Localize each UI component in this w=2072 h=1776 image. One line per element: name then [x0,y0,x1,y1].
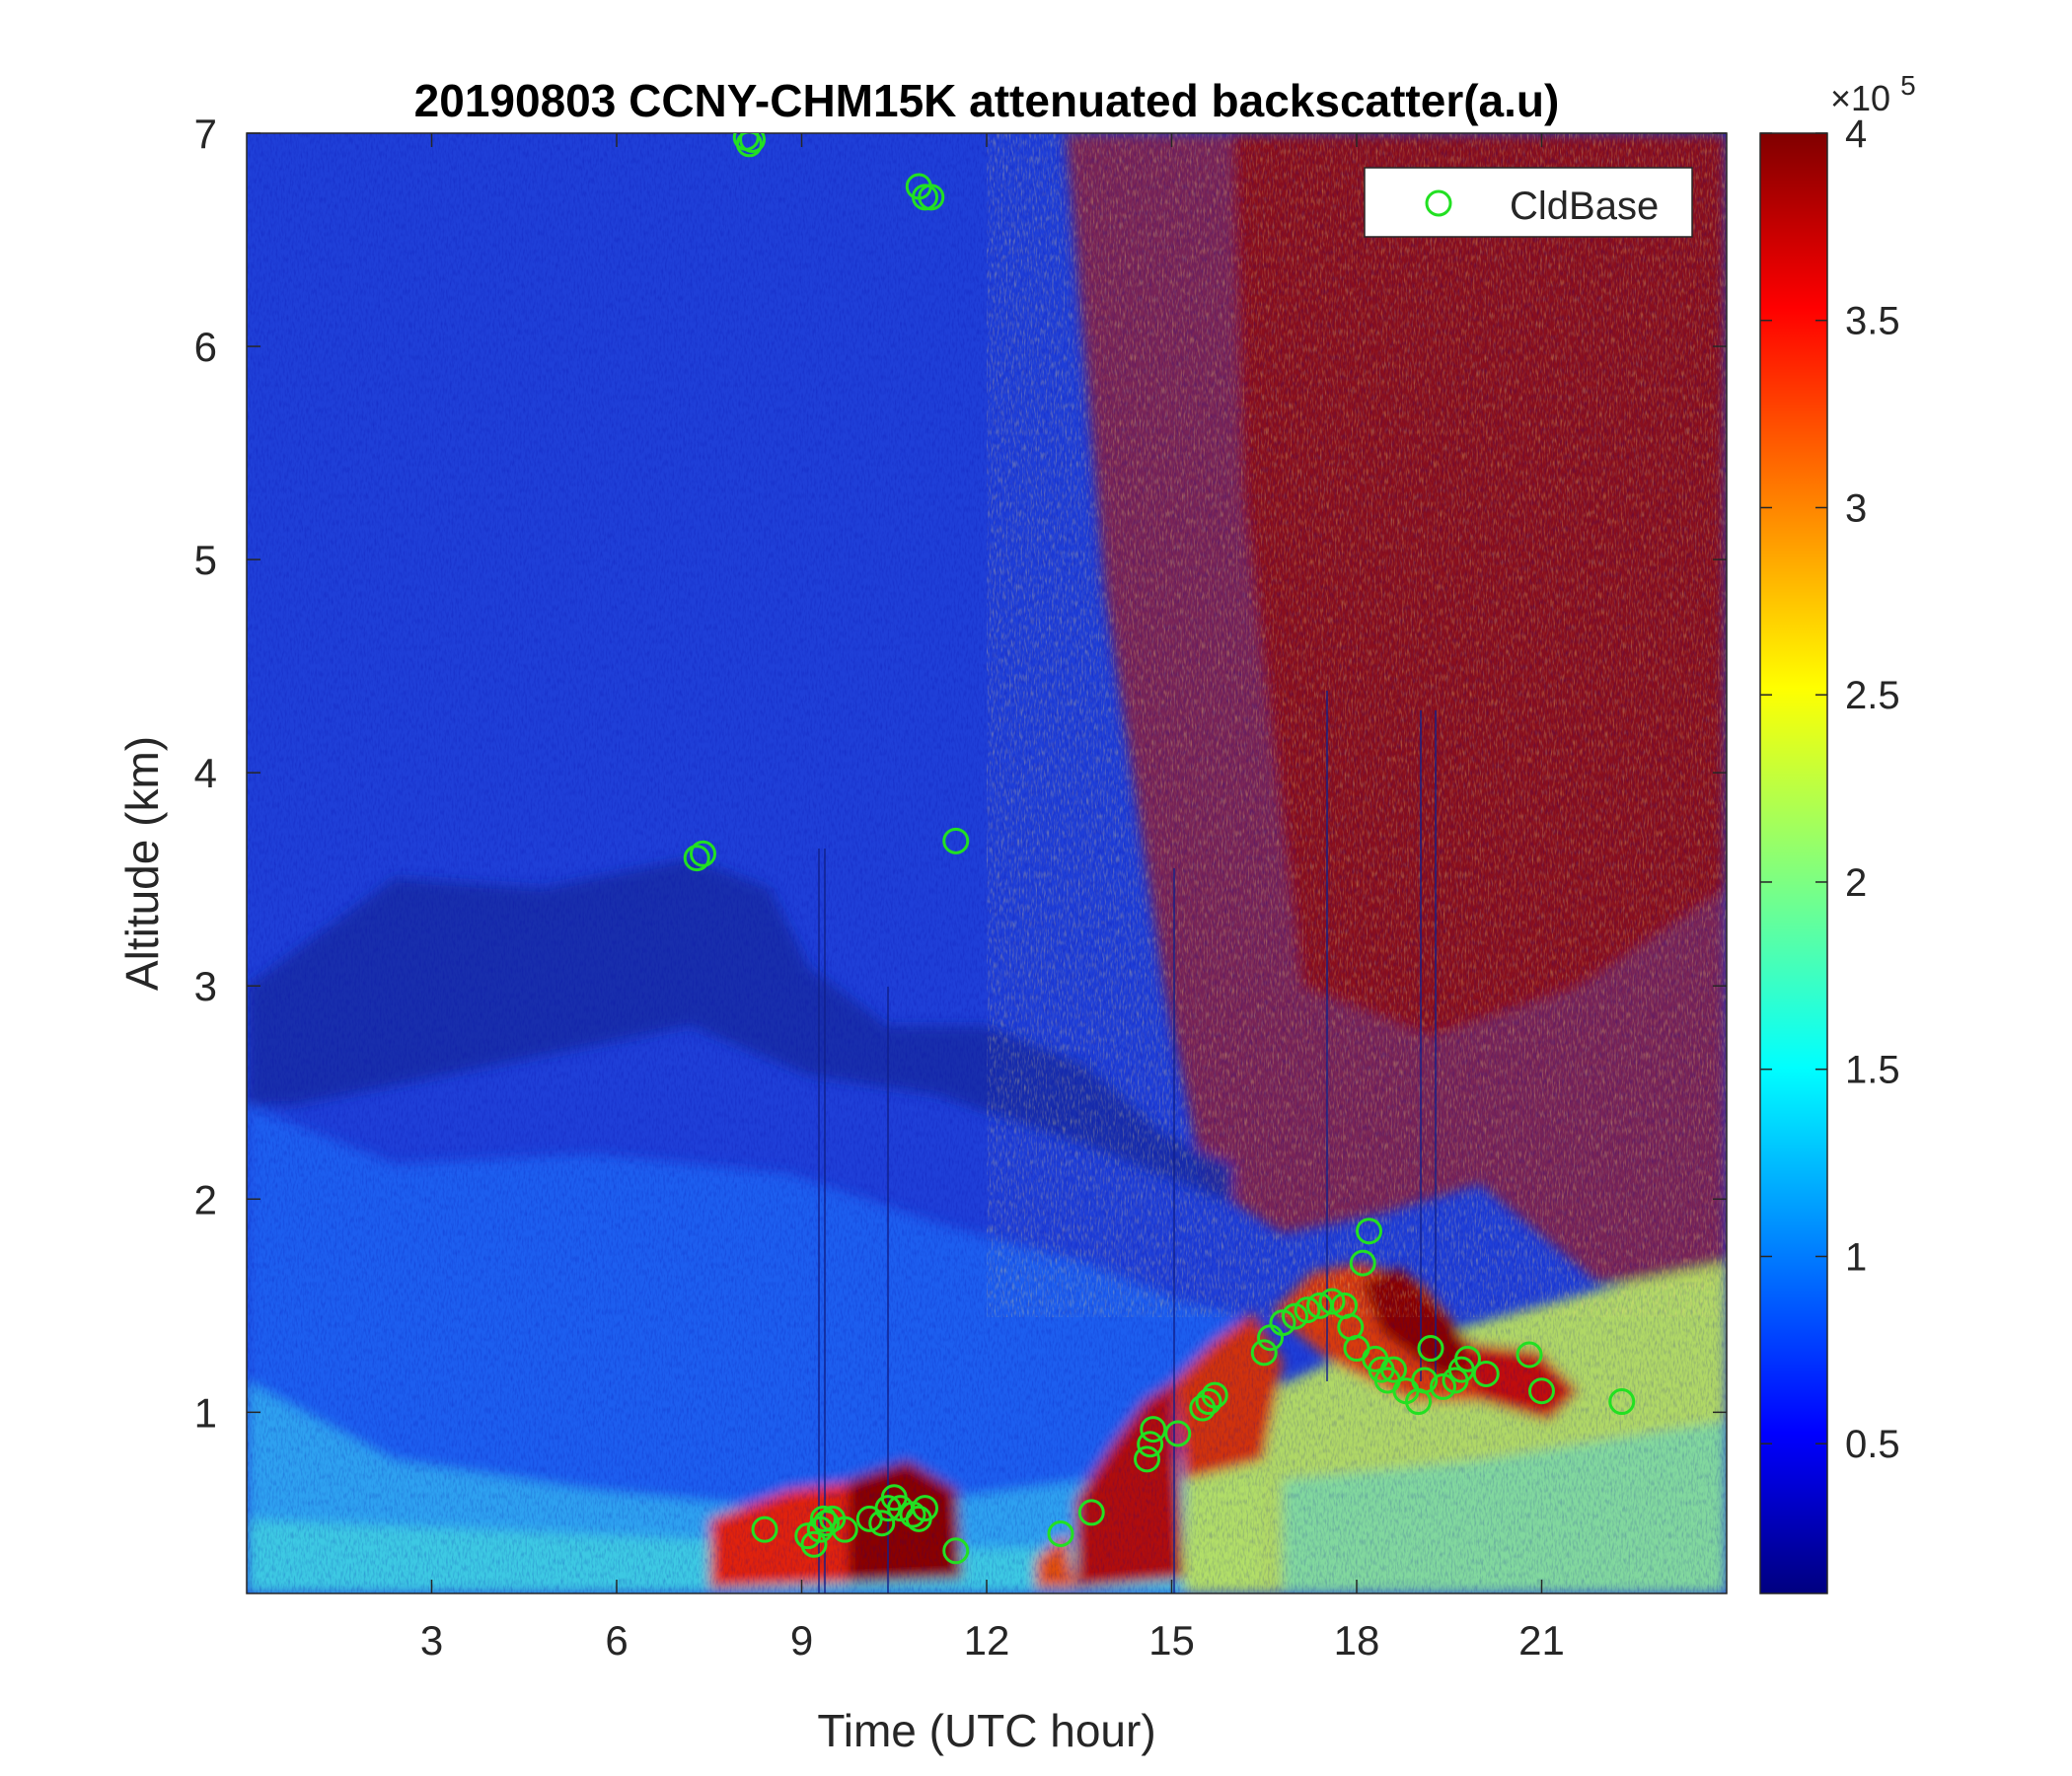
cldbase-point [868,1510,896,1537]
x-tick-label: 18 [1334,1617,1380,1664]
colorbar-tick-label: 2 [1845,861,1867,905]
cldbase-point [1472,1360,1500,1387]
cldbase-point [1134,1445,1160,1473]
cldbase-point [1411,1367,1439,1394]
cldbase-point [1164,1420,1192,1447]
colorbar-ticks [1760,132,1827,1444]
cldbase-point [1380,1356,1407,1383]
cldbase-point [1430,1372,1456,1400]
cldbase-point [1516,1341,1543,1369]
x-axis-ticks [430,133,1543,1593]
colorbar-tick-label: 0.5 [1845,1423,1900,1466]
cldbase-point [1195,1388,1222,1416]
cldbase-point [831,1516,858,1543]
colorbar-tick-label: 3 [1845,486,1867,530]
cldbase-point [1269,1309,1296,1337]
cldbase-point [899,1501,926,1528]
cldbase-point [1047,1520,1074,1548]
cldbase-point [813,1510,840,1537]
y-tick-label: 7 [194,111,217,157]
chart-title: 20190803 CCNY-CHM15K attenuated backscat… [414,75,1560,126]
colorbar-tick-label: 1 [1845,1235,1867,1279]
cldbase-point [1250,1339,1278,1367]
cldbase-point [1077,1499,1105,1526]
cldbase-point [751,1516,778,1543]
colorbar-exponent-base: ×10 [1830,78,1890,118]
cldbase-point [942,827,970,854]
x-tick-label: 15 [1148,1617,1195,1664]
cldbase-point [794,1522,822,1550]
colorbar-tick-label: 4 [1845,112,1867,156]
legend-box [1364,167,1693,238]
legend-entry-cldbase: CldBase [1510,185,1659,228]
x-axis-label: Time (UTC hour) [817,1705,1155,1756]
cldbase-point [800,1530,828,1558]
y-tick-label: 2 [194,1176,217,1222]
x-tick-label: 21 [1518,1617,1565,1664]
legend-marker-cldbase [1425,189,1452,217]
cldbase-point [739,133,766,153]
cldbase-point [1140,1416,1167,1443]
cldbase-series [683,133,1636,1565]
cldbase-point [1294,1296,1321,1324]
cldbase-point [1349,1249,1376,1277]
colorbar-gradient [1759,132,1828,1594]
x-axis-tick-labels: 3 6 9 12 15 18 21 [420,1617,1565,1664]
legend: CldBase [1364,167,1693,238]
colorbar: 0.5 1 1.5 2 2.5 3 3.5 4 ×10 5 [1759,70,1916,1594]
colorbar-tick-labels: 0.5 1 1.5 2 2.5 3 3.5 4 [1845,112,1900,1466]
cldbase-point [1318,1288,1346,1315]
cldbase-point [912,184,938,211]
cldbase-point [942,1537,970,1565]
y-tick-label: 5 [194,537,217,583]
x-tick-label: 3 [420,1617,443,1664]
y-axis-ticks [247,132,1727,1414]
cldbase-point [1528,1377,1555,1405]
cldbase-point [735,133,763,158]
cldbase-point [1454,1345,1481,1372]
y-tick-label: 4 [194,750,217,796]
cldbase-point [690,840,716,867]
y-tick-label: 3 [194,963,217,1009]
y-axis-tick-labels: 1 2 3 4 5 6 7 [194,111,217,1436]
backscatter-field [247,133,1727,1593]
colorbar-tick-label: 1.5 [1845,1049,1900,1092]
y-axis-label: Altitude (km) [116,736,168,991]
y-tick-label: 1 [194,1389,217,1436]
cldbase-point [1356,1218,1382,1245]
cldbase-point [1417,1335,1444,1363]
y-tick-label: 6 [194,324,217,370]
cldbase-point [1282,1302,1308,1330]
colorbar-tick-label: 3.5 [1845,300,1900,343]
colorbar-exponent: ×10 5 [1830,70,1916,118]
cldbase-point [1608,1388,1636,1416]
cldbase-point [912,1495,938,1522]
cldbase-point [1201,1381,1228,1409]
cldbase-point [809,1505,837,1532]
x-tick-label: 6 [605,1617,628,1664]
colorbar-tick-label: 2.5 [1845,674,1900,717]
cldbase-point [918,184,945,211]
cldbase-point [1137,1431,1164,1458]
x-tick-label: 9 [790,1617,813,1664]
colorbar-exponent-power: 5 [1900,70,1916,101]
cldbase-point [683,845,710,872]
x-tick-label: 12 [964,1617,1010,1664]
